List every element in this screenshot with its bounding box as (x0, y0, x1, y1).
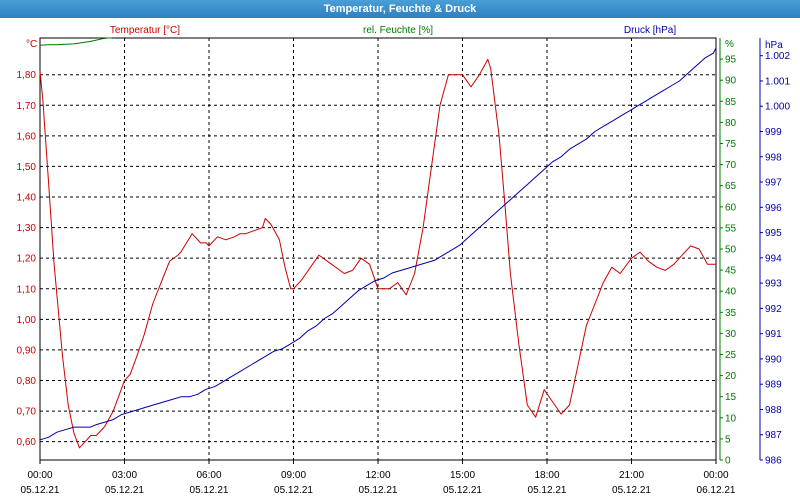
chart-title-bar: Temperatur, Feuchte & Druck (0, 0, 800, 18)
temperature-tick-label: 1,30 (17, 223, 37, 234)
humidity-tick-label: 70 (725, 160, 737, 171)
x-tick-label-time: 00:00 (27, 470, 52, 481)
humidity-tick-label: 80 (725, 118, 737, 129)
x-tick-label-time: 18:00 (534, 470, 559, 481)
x-tick-label-time: 12:00 (365, 470, 390, 481)
pressure-tick-label: 993 (765, 279, 782, 290)
temperature-tick-label: 1,50 (17, 162, 37, 173)
pressure-tick-label: 997 (765, 178, 782, 189)
humidity-tick-label: 85 (725, 97, 737, 108)
temperature-tick-label: 0,80 (17, 376, 37, 387)
temperature-tick-label: 1,70 (17, 101, 37, 112)
x-tick-label-date: 05.12.21 (190, 485, 229, 496)
humidity-tick-label: 40 (725, 287, 737, 298)
temperature-tick-label: 1,40 (17, 193, 37, 204)
humidity-tick-label: 10 (725, 413, 737, 424)
pressure-tick-label: 989 (765, 380, 782, 391)
pressure-tick-label: 992 (765, 304, 782, 315)
humidity-axis-label: rel. Feuchte [%] (363, 25, 433, 36)
x-tick-label-date: 06.12.21 (697, 485, 736, 496)
x-tick-label-date: 05.12.21 (528, 485, 567, 496)
x-tick-label-date: 05.12.21 (274, 485, 313, 496)
humidity-tick-label: 95 (725, 55, 737, 66)
humidity-tick-label: 30 (725, 329, 737, 340)
pressure-axis-label: Druck [hPa] (624, 25, 676, 36)
pressure-tick-label: 998 (765, 152, 782, 163)
temperature-line (39, 58, 716, 449)
temperature-unit: °C (26, 39, 37, 50)
x-tick-label-date: 05.12.21 (612, 485, 651, 496)
chart-title: Temperatur, Feuchte & Druck (323, 3, 477, 15)
x-tick-label-time: 09:00 (281, 470, 306, 481)
pressure-tick-label: 999 (765, 127, 782, 138)
temperature-tick-label: 1,80 (17, 70, 37, 81)
humidity-tick-label: 5 (725, 434, 731, 445)
pressure-tick-label: 996 (765, 203, 782, 214)
pressure-tick-label: 986 (765, 456, 782, 467)
temperature-tick-label: 1,20 (17, 254, 37, 265)
humidity-tick-label: 75 (725, 139, 737, 150)
pressure-line (39, 47, 717, 441)
humidity-tick-label: 60 (725, 202, 737, 213)
pressure-unit: hPa (765, 40, 783, 51)
series-layer (39, 37, 717, 449)
pressure-tick-label: 995 (765, 228, 782, 239)
pressure-tick-label: 987 (765, 430, 782, 441)
pressure-tick-label: 994 (765, 253, 782, 264)
pressure-tick-label: 990 (765, 354, 782, 365)
pressure-tick-label: 1.002 (765, 51, 790, 62)
humidity-line (39, 37, 112, 46)
temperature-tick-label: 0,90 (17, 345, 37, 356)
humidity-tick-label: 65 (725, 181, 737, 192)
humidity-tick-label: 55 (725, 223, 737, 234)
x-tick-label-time: 15:00 (450, 470, 475, 481)
humidity-tick-label: 45 (725, 266, 737, 277)
humidity-tick-label: 20 (725, 371, 737, 382)
pressure-tick-label: 991 (765, 329, 782, 340)
temperature-tick-label: 1,10 (17, 284, 37, 295)
humidity-unit: % (725, 39, 734, 50)
x-tick-label-date: 05.12.21 (21, 485, 60, 496)
humidity-tick-label: 35 (725, 308, 737, 319)
pressure-tick-label: 988 (765, 405, 782, 416)
temperature-tick-label: 1,00 (17, 315, 37, 326)
grid (39, 37, 717, 461)
temperature-axis-label: Temperatur [°C] (110, 25, 180, 36)
humidity-tick-label: 25 (725, 350, 737, 361)
humidity-tick-label: 50 (725, 245, 737, 256)
x-tick-label-date: 05.12.21 (443, 485, 482, 496)
humidity-tick-label: 15 (725, 392, 737, 403)
x-tick-label-time: 06:00 (196, 470, 221, 481)
pressure-tick-label: 1.000 (765, 102, 790, 113)
x-tick-label-date: 05.12.21 (105, 485, 144, 496)
temperature-tick-label: 0,60 (17, 437, 37, 448)
pressure-tick-label: 1.001 (765, 76, 790, 87)
temperature-tick-label: 0,70 (17, 407, 37, 418)
axes: 00:00 05.12.21 03:00 05.12.21 06:00 05.12.21 0… (17, 25, 791, 496)
x-tick-label-time: 00:00 (703, 470, 728, 481)
humidity-tick-label: 90 (725, 76, 737, 87)
temperature-tick-label: 1,60 (17, 131, 37, 142)
x-tick-label-time: 21:00 (619, 470, 644, 481)
humidity-tick-label: 0 (725, 456, 731, 467)
x-tick-label-time: 03:00 (112, 470, 137, 481)
x-tick-label-date: 05.12.21 (359, 485, 398, 496)
